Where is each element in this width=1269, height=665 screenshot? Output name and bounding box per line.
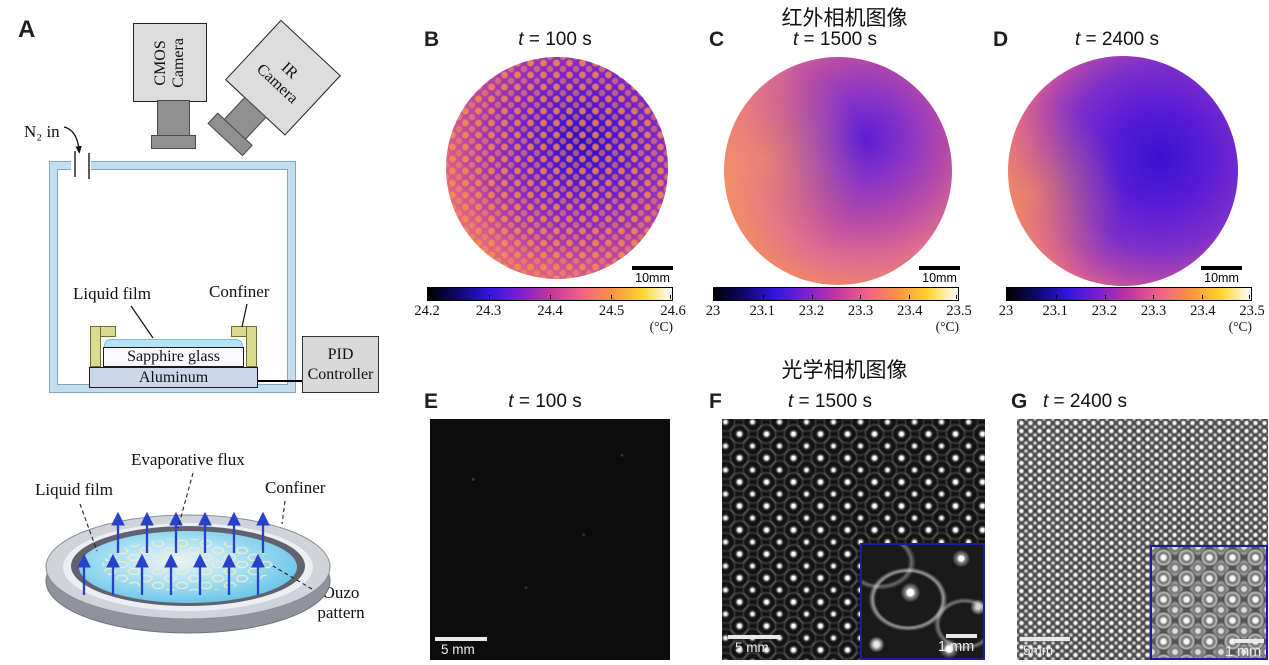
colorbar-b — [427, 287, 673, 301]
panel-f-scalebar — [728, 635, 780, 639]
panel-c-scalebar — [919, 266, 960, 270]
colorbar-d — [1006, 287, 1252, 301]
panel-e-scalebar — [435, 637, 487, 641]
ouzo-pattern-label: Ouzo pattern — [317, 583, 365, 622]
evaporation-arrows-icon — [77, 511, 270, 595]
n2-inlet-label: N₂ in — [24, 122, 60, 141]
panel-f-inset — [860, 543, 985, 660]
colorbar-d-unit: (°C) — [1228, 319, 1252, 334]
aluminum-label: Aluminum — [138, 368, 209, 386]
confiner-right-post — [246, 326, 257, 367]
colorbar-d-ticks: 23 23.1 23.2 23.3 23.4 23.5 — [998, 303, 1265, 319]
pid-controller-box: PID Controller — [302, 336, 379, 393]
ir-image-d — [1008, 56, 1238, 286]
evaporative-flux-label: Evaporative flux — [131, 450, 245, 469]
optical-image-f — [722, 419, 985, 660]
ir-section-title: 红外相机图像 — [781, 7, 908, 30]
panel-b-scalebar-label: 10mm — [635, 271, 670, 285]
confiner-pointer-line — [241, 303, 248, 328]
cmos-camera-lens-base — [151, 135, 196, 149]
panel-label-c: C — [709, 28, 725, 51]
panel-b-time: t = 100 s — [518, 29, 592, 50]
panel-d-scalebar-label: 10mm — [1204, 271, 1239, 285]
liquid-film-label: Liquid film — [73, 284, 151, 303]
panel-label-b: B — [424, 28, 440, 51]
panel-g-scalebar — [1020, 637, 1070, 641]
liquid-film-layer — [104, 339, 243, 348]
panel-b-scalebar — [632, 266, 673, 270]
panel-c-scalebar-label: 10mm — [922, 271, 957, 285]
optical-image-e — [430, 419, 670, 660]
panel-label-a: A — [18, 16, 36, 43]
panel-f-time: t = 1500 s — [788, 391, 872, 412]
optical-section-title: 光学相机图像 — [781, 359, 908, 382]
panel-f-scalebar-label: 5 mm — [735, 640, 769, 655]
sapphire-glass-block: Sapphire glass — [103, 347, 244, 367]
panel-c-time: t = 1500 s — [793, 29, 877, 50]
panel-g-inset-scalebar-label: 1 mm — [1225, 644, 1262, 660]
panel-label-g: G — [1011, 390, 1028, 413]
dish-pointer-lines — [79, 472, 313, 590]
panel-g-inset — [1150, 545, 1268, 660]
ouzo-honeycomb-pattern — [102, 539, 274, 591]
confiner-left-post — [90, 326, 101, 367]
panel-label-e: E — [424, 390, 439, 413]
panel-e-scalebar-label: 5 mm — [441, 642, 475, 657]
colorbar-c — [713, 287, 959, 301]
panel-g-scalebar-label: 5mm — [1023, 643, 1053, 658]
pid-label-line2: Controller — [307, 365, 374, 383]
pid-label-line1: PID — [327, 345, 354, 363]
panel-label-d: D — [993, 28, 1009, 51]
dish-confiner-label: Confiner — [265, 478, 326, 497]
sapphire-glass-label: Sapphire glass — [127, 348, 220, 365]
colorbar-c-ticks: 23 23.1 23.2 23.3 23.4 23.5 — [705, 303, 972, 319]
dish-liquid-film-label: Liquid film — [35, 480, 113, 499]
colorbar-b-ticks: 24.2 24.3 24.4 24.5 24.6 — [414, 303, 686, 319]
liquid-film-pointer-line — [130, 305, 154, 339]
colorbar-b-unit: (°C) — [649, 319, 673, 334]
panel-a-annotation-lines — [63, 126, 313, 590]
n2-inlet-arrow-icon — [63, 126, 82, 154]
panel-e-time: t = 100 s — [508, 391, 582, 412]
panel-g-inset-scalebar — [1233, 639, 1264, 643]
confiner-label: Confiner — [209, 282, 270, 301]
panel-f-inset-scalebar-label: 1 mm — [938, 639, 975, 655]
panel-d-time: t = 2400 s — [1075, 29, 1159, 50]
ir-image-c — [724, 57, 952, 285]
panel-d-scalebar — [1201, 266, 1242, 270]
panel-label-f: F — [709, 390, 722, 413]
ir-image-b — [446, 57, 668, 279]
aluminum-block: Aluminum — [89, 367, 258, 388]
colorbar-c-unit: (°C) — [935, 319, 959, 334]
panel-g-time: t = 2400 s — [1043, 391, 1127, 412]
ouzo-dish-illustration — [45, 511, 331, 634]
panel-f-inset-scalebar — [946, 634, 977, 638]
